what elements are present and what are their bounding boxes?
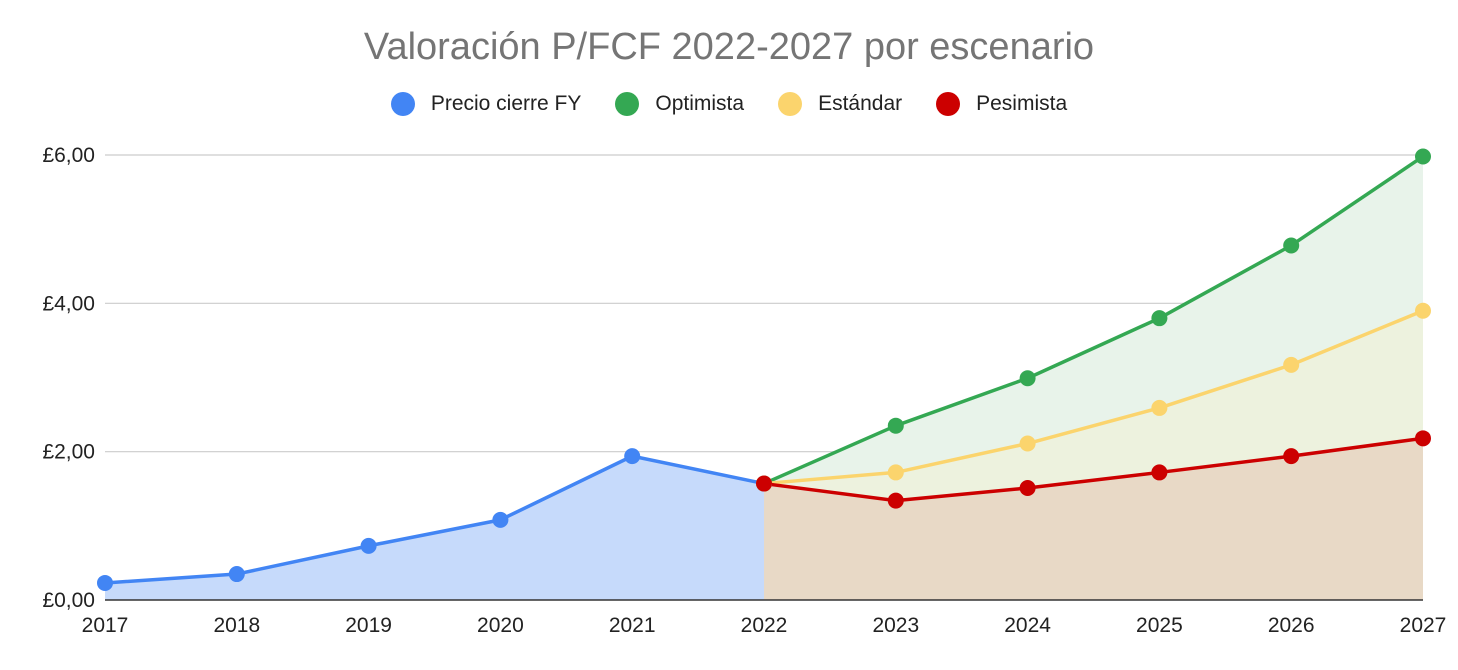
line-precio-cierre-fy [104, 454, 765, 585]
point-estandar [1019, 435, 1036, 452]
point-optimista [1415, 148, 1431, 165]
area-precio-cierre-fy [105, 456, 764, 600]
point-pesimista [1283, 448, 1300, 465]
point-optimista [1151, 310, 1168, 327]
line-pesimista [763, 436, 1424, 503]
x-tick-label: 2026 [1268, 614, 1315, 637]
point-optimista [1019, 370, 1036, 387]
y-tick-label: £6,00 [42, 144, 95, 167]
legend-marker-precio-cierre [390, 92, 415, 116]
y-tick-label: £4,00 [42, 292, 95, 315]
legend-label-pesimista: Pesimista [976, 92, 1068, 115]
x-tick-label: 2023 [872, 614, 919, 637]
point-optimista [1283, 237, 1300, 254]
x-tick-label: 2021 [609, 614, 656, 637]
legend-item-estandar[interactable]: Estándar [778, 92, 902, 116]
point-precio-cierre-fy [624, 448, 641, 465]
legend-marker-optimista [615, 92, 640, 116]
line-optimista [763, 155, 1424, 486]
legend-label-precio-cierre: Precio cierre FY [430, 92, 582, 115]
point-pesimista [1415, 430, 1431, 447]
x-tick-label: 2019 [345, 614, 392, 637]
point-pesimista [887, 492, 904, 509]
y-tick-label: £0,00 [42, 589, 95, 612]
area-pesimista [764, 438, 1423, 600]
chart-title: Valoración P/FCF 2022-2027 por escenario [363, 26, 1095, 68]
point-estandar [1151, 399, 1168, 416]
point-estandar [887, 464, 904, 481]
legend-item-precio-cierre[interactable]: Precio cierre FY [390, 92, 582, 116]
point-pesimista [1151, 464, 1168, 481]
point-pesimista [756, 475, 772, 492]
y-tick-label: £2,00 [42, 441, 95, 464]
point-precio-cierre-fy [360, 537, 377, 554]
legend-label-optimista: Optimista [655, 92, 745, 115]
point-estandar [1283, 356, 1300, 373]
x-tick-label: 2027 [1400, 614, 1447, 637]
point-precio-cierre-fy [492, 511, 509, 528]
legend: Precio cierre FY Optimista Estándar Pesi… [0, 92, 1458, 116]
point-estandar [1415, 302, 1431, 319]
point-optimista [887, 417, 904, 434]
line-estandar [763, 309, 1424, 486]
x-tick-label: 2025 [1136, 614, 1183, 637]
legend-item-optimista[interactable]: Optimista [615, 92, 744, 116]
legend-label-estandar: Estándar [818, 92, 903, 115]
point-pesimista [1019, 480, 1036, 497]
x-tick-label: 2017 [82, 614, 129, 637]
legend-marker-estandar [778, 92, 803, 116]
x-tick-label: 2024 [1004, 614, 1051, 637]
x-tick-label: 2020 [477, 614, 524, 637]
point-precio-cierre-fy [97, 574, 113, 591]
point-precio-cierre-fy [228, 566, 245, 583]
legend-marker-pesimista [936, 92, 961, 116]
legend-item-pesimista[interactable]: Pesimista [936, 92, 1067, 116]
x-tick-label: 2018 [213, 614, 260, 637]
x-tick-label: 2022 [741, 614, 788, 637]
